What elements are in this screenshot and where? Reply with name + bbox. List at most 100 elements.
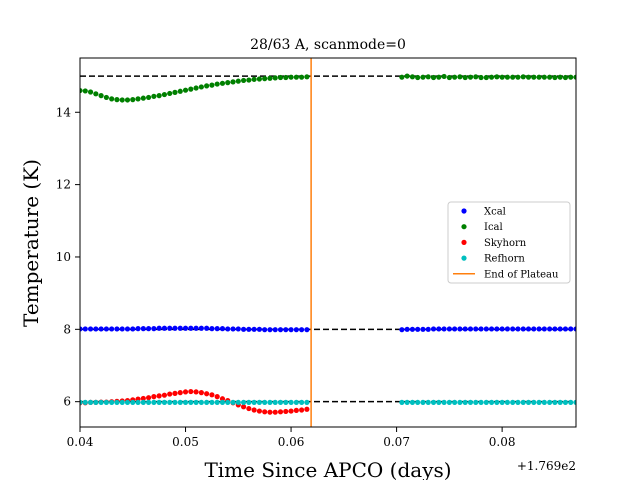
data-point-xcal: [409, 326, 416, 332]
data-point-ical: [525, 74, 532, 80]
data-point-refhorn: [441, 399, 447, 405]
data-point-xcal: [446, 326, 452, 332]
data-point-refhorn: [409, 399, 416, 405]
data-point-ical: [80, 87, 83, 94]
data-point-ical: [103, 94, 109, 101]
data-point-xcal: [219, 326, 226, 332]
data-point-refhorn: [214, 399, 220, 405]
data-point-refhorn: [256, 399, 263, 405]
data-point-refhorn: [404, 399, 410, 405]
data-point-refhorn: [462, 399, 468, 405]
data-point-xcal: [531, 326, 537, 332]
data-point-refhorn: [478, 399, 484, 405]
data-point-ical: [494, 74, 500, 80]
y-axis-label: Temperature (K): [19, 159, 43, 327]
data-point-ical: [262, 76, 268, 82]
chart-title: 28/63 A, scanmode=0: [250, 37, 406, 53]
data-point-ical: [541, 74, 547, 80]
data-point-refhorn: [262, 399, 268, 405]
data-point-refhorn: [420, 399, 426, 405]
data-point-refhorn: [552, 399, 558, 405]
data-point-refhorn: [272, 399, 278, 405]
data-point-skyhorn: [267, 409, 273, 415]
data-point-xcal: [420, 326, 426, 332]
data-point-skyhorn: [177, 390, 183, 396]
data-point-xcal: [256, 326, 263, 332]
data-point-refhorn: [140, 399, 146, 405]
plot-frame: [79, 57, 577, 428]
data-point-refhorn: [145, 399, 152, 405]
data-point-refhorn: [188, 399, 194, 405]
data-point-xcal: [161, 325, 168, 331]
data-point-refhorn: [473, 399, 479, 405]
y-tick-label: 6: [63, 395, 71, 409]
data-point-xcal: [494, 326, 500, 332]
data-point-ical: [536, 74, 542, 80]
data-point-skyhorn: [182, 389, 189, 395]
data-point-refhorn: [193, 399, 199, 405]
data-point-ical: [161, 91, 168, 98]
data-point-refhorn: [124, 399, 131, 405]
data-point-ical: [251, 76, 257, 82]
data-point-ical: [404, 73, 410, 79]
data-point-refhorn: [172, 399, 178, 405]
data-point-refhorn: [436, 399, 442, 405]
data-point-ical: [204, 83, 210, 89]
data-point-skyhorn: [288, 408, 294, 414]
series-refhorn: [80, 399, 576, 405]
data-point-xcal: [504, 326, 511, 332]
data-point-ical: [230, 79, 236, 85]
data-point-xcal: [499, 326, 505, 332]
x-axis-label: Time Since APCO (days): [204, 458, 451, 480]
data-point-refhorn: [557, 399, 563, 405]
data-point-refhorn: [135, 399, 141, 405]
data-point-refhorn: [240, 399, 247, 405]
data-point-xcal: [240, 326, 247, 332]
data-point-xcal: [568, 326, 574, 332]
data-point-skyhorn: [256, 408, 263, 414]
data-point-xcal: [283, 327, 289, 333]
data-point-ical: [568, 74, 574, 80]
legend-marker: [461, 208, 467, 214]
data-point-ical: [109, 96, 115, 102]
data-point-xcal: [510, 326, 516, 332]
data-point-refhorn: [499, 399, 505, 405]
data-point-ical: [167, 90, 173, 97]
data-point-ical: [219, 80, 226, 86]
data-point-xcal: [404, 326, 410, 332]
data-point-refhorn: [525, 399, 532, 405]
data-point-refhorn: [156, 399, 162, 405]
data-point-ical: [214, 81, 220, 87]
data-point-skyhorn: [156, 393, 162, 399]
data-point-refhorn: [562, 399, 569, 405]
data-point-refhorn: [457, 399, 463, 405]
data-point-refhorn: [415, 399, 421, 405]
data-point-ical: [425, 74, 431, 80]
data-point-xcal: [573, 326, 576, 332]
data-point-skyhorn: [151, 394, 157, 400]
data-point-xcal: [262, 327, 268, 333]
data-point-ical: [140, 95, 146, 101]
data-point-ical: [177, 88, 183, 94]
legend-label: Skyhorn: [484, 238, 527, 249]
data-point-skyhorn: [209, 392, 215, 398]
data-point-refhorn: [446, 399, 452, 405]
data-point-xcal: [109, 326, 115, 332]
data-point-ical: [478, 74, 484, 81]
data-point-refhorn: [246, 399, 252, 405]
data-point-ical: [267, 75, 273, 81]
data-point-skyhorn: [219, 396, 226, 402]
x-axis-offset-label: +1.769e2: [517, 459, 576, 473]
data-point-xcal: [557, 326, 563, 332]
x-tick-label: 0.05: [172, 435, 199, 449]
data-point-ical: [98, 93, 104, 99]
data-point-refhorn: [494, 399, 500, 405]
data-point-refhorn: [488, 399, 495, 405]
data-point-xcal: [473, 326, 479, 332]
data-point-ical: [156, 93, 162, 99]
data-point-skyhorn: [140, 395, 146, 402]
data-point-refhorn: [299, 399, 305, 405]
data-point-xcal: [536, 326, 542, 332]
data-point-ical: [483, 74, 489, 81]
data-point-xcal: [430, 326, 437, 332]
